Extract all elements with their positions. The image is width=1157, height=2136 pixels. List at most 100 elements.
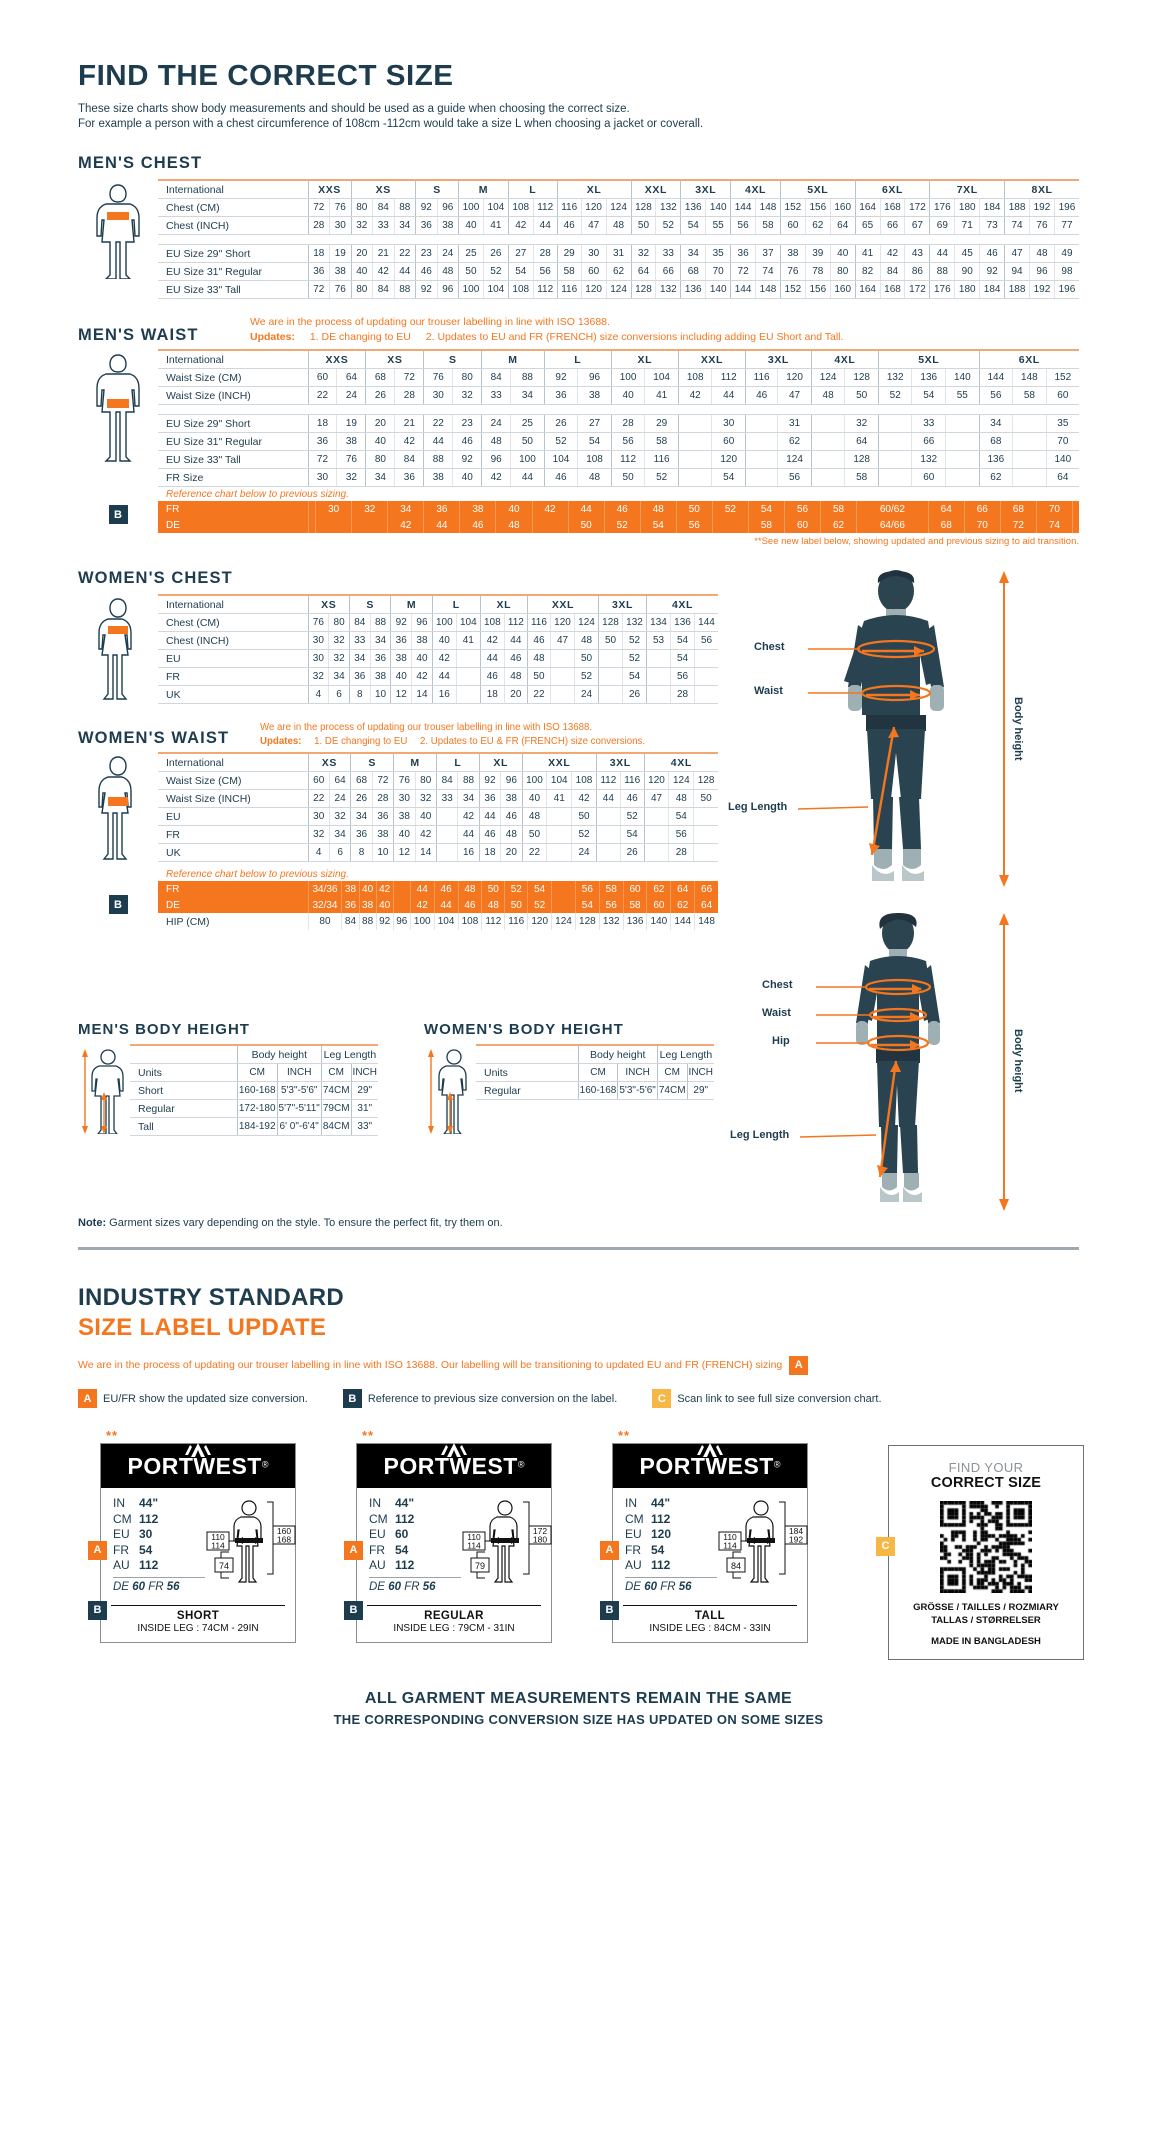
mens-waist-update-1: 1. DE changing to EU	[309, 331, 411, 343]
table-row: EU Size 29" Short 18 19 20 21 22 23 24 25 26 27 28 2…	[158, 244, 1079, 263]
size-cell: 41	[854, 244, 881, 263]
reference-cell: 44	[567, 501, 605, 517]
size-cell: 64	[630, 262, 656, 281]
womens-chest-table: International XS S M L XL XXL 3XL 4XL Chest (CM) 7…	[158, 596, 718, 704]
size-cell: 30	[329, 216, 351, 235]
badge-a-card: A	[600, 1540, 619, 1560]
reference-cell	[1071, 517, 1079, 533]
size-cell: 144	[694, 613, 718, 632]
size-cell: 58	[844, 468, 879, 487]
reference-cell	[1071, 501, 1079, 517]
size-cell	[877, 468, 912, 487]
female-label-leg-length: Leg Length	[730, 1129, 790, 1141]
table-row: Waist Size (INCH) 22 24 26 28 30 32 33 34 36 38 40 4…	[158, 386, 1079, 405]
size-cell: 128	[630, 198, 656, 217]
size-cell	[744, 468, 778, 487]
row-label: EU	[158, 807, 308, 826]
size-cell: 50	[574, 649, 599, 668]
reference-cell: 72	[999, 517, 1037, 533]
size-cell: 56	[532, 262, 558, 281]
hip-cell: 92	[375, 913, 394, 930]
label-de-prefix: DE	[369, 1580, 385, 1593]
female-label-chest: Chest	[762, 979, 793, 991]
size-cell: 18	[307, 414, 337, 433]
label-size-value: 30	[139, 1527, 153, 1541]
table-row: EU 30 32 34 36 38 40 42 44 46 48 50 52 54	[158, 807, 718, 826]
size-cell: 92	[415, 280, 437, 299]
size-cell: 46	[526, 631, 551, 650]
size-cell: 104	[546, 771, 572, 790]
label-size-value: 112	[139, 1511, 159, 1526]
size-cell: 120	[580, 198, 607, 217]
intro-line-1: These size charts show body measurements…	[78, 103, 630, 115]
size-cell: 64	[829, 216, 856, 235]
size-cell: 67	[904, 216, 930, 235]
womens-waist-table: International XS S M L XL XXL 3XL 4XL Waist Size …	[158, 754, 718, 862]
size-cell: 80	[452, 368, 482, 387]
label-size-list: IN 44" CM 112 EU 30 FR 54 AU 112 DE 60 FR 56	[113, 1496, 205, 1597]
size-cell	[1012, 432, 1047, 451]
table-row: Chest (CM) 72 76 80 84 88 92 96 100 104 108 112 116 1…	[158, 198, 1079, 217]
size-cell: 62	[978, 468, 1013, 487]
size-cell: 50	[458, 262, 484, 281]
size-cell: 52	[543, 432, 578, 451]
size-cell: 40	[393, 825, 416, 844]
size-cell: 41	[455, 631, 481, 650]
size-cell: 64	[1045, 468, 1079, 487]
table-row: Chest (INCH) 30 32 33 34 36 38 40 41 42 44 46 47 48 50…	[158, 631, 718, 650]
size-cell: 34	[510, 386, 545, 405]
size-cell: 140	[705, 280, 731, 299]
size-cell: 124	[777, 450, 812, 469]
table-row: Regular 160-168 5'3"-5'6" 74CM 29"	[476, 1081, 714, 1100]
size-cell	[877, 432, 912, 451]
label-size-row: FR 54	[369, 1543, 461, 1559]
size-cell: 134	[646, 613, 671, 632]
table-row: UK 4 6 8 10 12 14 16 18 20 22 24 26 28	[158, 685, 718, 704]
size-cell: 48	[605, 216, 631, 235]
size-group-header: 4XL	[646, 596, 718, 614]
industry-lead-text: We are in the process of updating our tr…	[78, 1359, 783, 1371]
size-group-header: XS	[365, 351, 424, 369]
size-cell: 39	[804, 244, 831, 263]
size-cell: 112	[711, 368, 746, 387]
size-cell: 30	[580, 244, 607, 263]
size-cell: 27	[507, 244, 534, 263]
reference-row-label: FR	[158, 881, 308, 897]
size-cell: 36	[478, 789, 501, 808]
size-cell: 80	[365, 450, 395, 469]
size-cell: 56	[610, 432, 645, 451]
size-cell: 38	[779, 244, 806, 263]
label-card-holder: ** A B PORTWEST® IN 44" CM 112 EU 30 FR 54 AU 112 DE 6…	[88, 1428, 300, 1660]
label-size-value: 120	[651, 1527, 672, 1541]
size-cell: 144	[730, 198, 756, 217]
size-cell: 60	[1045, 386, 1079, 405]
badge-b-legend: B	[342, 1389, 362, 1408]
reference-cell: 50	[504, 897, 528, 913]
reference-cell: 40	[495, 501, 533, 517]
size-cell: 148	[755, 198, 781, 217]
qr-code-image[interactable]	[940, 1501, 1032, 1593]
size-cell: 28	[532, 244, 558, 263]
brand-header: PORTWEST®	[613, 1443, 807, 1488]
size-cell: 40	[414, 807, 437, 826]
size-cell: 76	[423, 368, 453, 387]
row-label: EU Size 29" Short	[158, 414, 308, 433]
hip-cell: 124	[551, 913, 576, 930]
qr-card[interactable]: FIND YOUR CORRECT SIZE GRÖSSE / TAILLES …	[888, 1445, 1084, 1660]
size-cell: 32	[307, 667, 329, 686]
size-cell: 52	[655, 216, 681, 235]
reference-cell: 42	[387, 517, 424, 533]
qr-subtitle-line-2: TALLAS / STØRRELSER	[931, 1615, 1041, 1626]
bh-cell: 6' 0"-6'4"	[276, 1117, 322, 1136]
size-cell: 24	[336, 386, 366, 405]
bh-column-header: Units	[476, 1063, 579, 1082]
legend-item-b: B Reference to previous size conversion …	[342, 1389, 617, 1408]
size-cell: 76	[1029, 216, 1055, 235]
reference-cell: 58	[820, 501, 857, 517]
reference-row-label: DE	[158, 897, 308, 913]
size-cell: 128	[844, 450, 879, 469]
female-photo-block: Chest Waist Hip Leg Length Body height	[730, 911, 1079, 1221]
size-cell: 48	[481, 432, 511, 451]
label-size-unit: EU	[625, 1527, 642, 1541]
label-inside-leg: INSIDE LEG : 84CM - 33IN	[649, 1623, 771, 1634]
